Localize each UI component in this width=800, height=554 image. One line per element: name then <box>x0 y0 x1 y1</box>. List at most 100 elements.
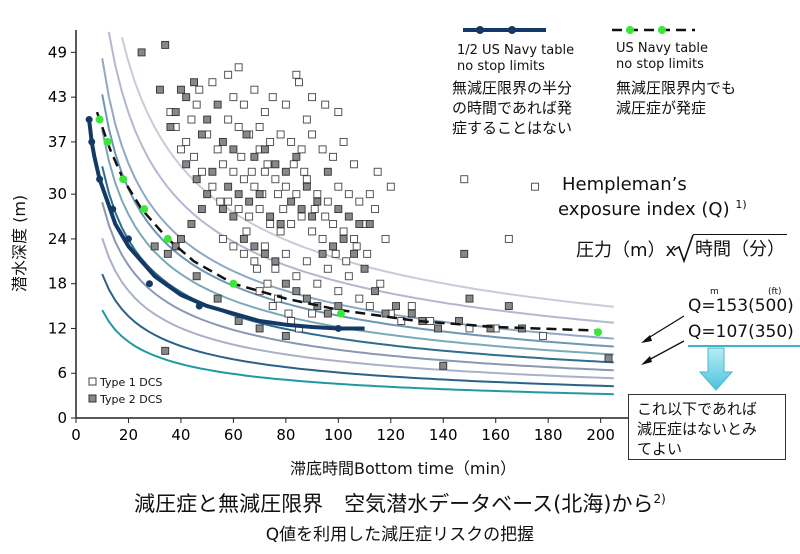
type1-point <box>329 152 338 161</box>
type1-point <box>266 137 275 146</box>
type1-point <box>460 175 469 184</box>
type2-point <box>371 287 380 296</box>
type1-point <box>192 100 201 109</box>
type2-point <box>439 361 448 370</box>
type2-point <box>161 346 170 355</box>
type2-point <box>229 212 238 221</box>
type1-point <box>271 264 280 273</box>
type1-point <box>276 227 285 236</box>
x-tick-label: 180 <box>534 426 563 444</box>
type2-point <box>182 93 191 102</box>
type1-point <box>344 190 353 199</box>
type1-point <box>295 78 303 87</box>
legend-half-navy-marker <box>476 26 484 34</box>
legend-type2-glyph <box>88 394 97 403</box>
y-tick-label: 43 <box>48 88 67 106</box>
type1-point <box>260 108 269 117</box>
legend-half-navy-jp1: 無減圧限界の半分 <box>452 79 573 97</box>
type2-point <box>266 212 275 221</box>
type1-point <box>229 167 238 176</box>
half-navy-marker <box>109 205 117 213</box>
y-tick-label: 0 <box>57 409 67 427</box>
type1-point <box>310 205 319 214</box>
type1-point <box>363 249 372 258</box>
type1-point <box>289 160 298 169</box>
type2-point <box>137 48 146 57</box>
legend-type1-label: Type 1 DCS <box>100 376 163 389</box>
type1-point <box>239 175 248 184</box>
type2-point <box>229 145 238 154</box>
series-layer <box>85 111 603 337</box>
type1-point <box>284 309 293 318</box>
type1-point <box>365 302 374 311</box>
type2-point <box>155 85 164 94</box>
legend-half-navy-line1: 1/2 US Navy table <box>457 43 575 58</box>
type2-point <box>334 205 343 214</box>
navy-marker <box>140 205 149 214</box>
type2-point <box>234 317 243 325</box>
x-tick-label: 0 <box>71 426 81 444</box>
type1-point <box>268 93 277 102</box>
legend-type1-glyph <box>88 377 97 386</box>
type2-point <box>434 324 442 333</box>
type2-point <box>460 249 469 258</box>
type1-point <box>350 234 359 243</box>
type1-point <box>279 205 288 214</box>
y-tick-label: 6 <box>57 364 67 382</box>
type1-point <box>287 137 296 146</box>
x-tick-label: 120 <box>376 426 405 444</box>
type1-point <box>187 115 196 124</box>
type1-point <box>287 220 296 228</box>
type1-point <box>276 130 285 139</box>
type1-point <box>318 145 327 154</box>
type1-point <box>365 190 374 199</box>
type2-point <box>276 220 285 228</box>
type2-point <box>344 212 353 221</box>
type2-point <box>465 294 474 303</box>
half-navy-marker <box>124 235 132 243</box>
type1-point <box>313 190 322 199</box>
type2-point <box>161 40 170 49</box>
q-high-label: Q=153(500) <box>688 296 794 316</box>
type1-point <box>242 227 251 236</box>
type1-point <box>268 302 277 311</box>
type2-point <box>213 100 222 109</box>
type2-point <box>407 309 416 318</box>
type1-point <box>334 108 343 117</box>
type2-point <box>339 234 348 243</box>
type2-point <box>166 123 175 131</box>
type1-point <box>271 175 280 184</box>
type2-point <box>281 167 290 176</box>
navy-marker <box>594 328 603 337</box>
annotation-arrows <box>641 315 800 391</box>
type1-point <box>208 78 217 87</box>
type1-point <box>208 182 217 191</box>
y-axis-label: 潜水深度 (m) <box>10 194 29 292</box>
type2-point <box>192 272 201 281</box>
x-tick-label: 140 <box>429 426 458 444</box>
legend-half-navy-jp2: の時間であれば発 <box>452 99 572 117</box>
type1-point <box>195 85 204 94</box>
type2-point <box>182 160 191 169</box>
type1-point <box>281 182 290 191</box>
legend-navy-marker <box>658 26 666 34</box>
type2-point <box>302 294 311 303</box>
unit-m: m <box>710 287 719 297</box>
type1-point <box>255 205 264 214</box>
caption-line3: てよい <box>637 440 683 458</box>
legend-type2-label: Type 2 DCS <box>100 393 163 406</box>
type1-point <box>531 182 540 191</box>
half-navy-marker <box>145 280 153 288</box>
type2-point <box>260 249 269 258</box>
axes-layer: 0 20 40 60 80 100 120 140 160 180 200 0 6 12 18 24 30 37 4… <box>48 30 640 444</box>
formula-root: 時間（分） <box>693 234 787 261</box>
q-curve-600 <box>107 31 614 324</box>
type1-point <box>234 63 243 72</box>
type1-point <box>318 234 327 243</box>
type2-point <box>604 354 613 363</box>
type1-point <box>218 160 227 169</box>
type2-point <box>323 309 332 318</box>
type2-point <box>302 182 311 191</box>
type2-point <box>292 152 301 161</box>
type1-point <box>281 100 290 109</box>
